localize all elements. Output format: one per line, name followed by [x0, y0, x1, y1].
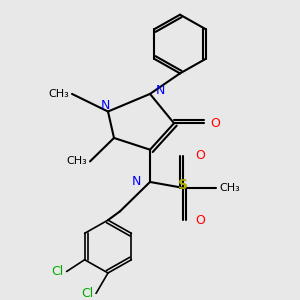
Text: O: O: [210, 117, 220, 130]
Text: Cl: Cl: [51, 265, 64, 278]
Text: CH₃: CH₃: [66, 156, 87, 167]
Text: N: N: [132, 176, 141, 188]
Text: S: S: [178, 178, 188, 192]
Text: CH₃: CH₃: [219, 183, 240, 193]
Text: Cl: Cl: [81, 287, 93, 300]
Text: O: O: [195, 149, 205, 162]
Text: CH₃: CH₃: [48, 89, 69, 99]
Text: O: O: [195, 214, 205, 226]
Text: N: N: [156, 85, 165, 98]
Text: N: N: [100, 99, 110, 112]
